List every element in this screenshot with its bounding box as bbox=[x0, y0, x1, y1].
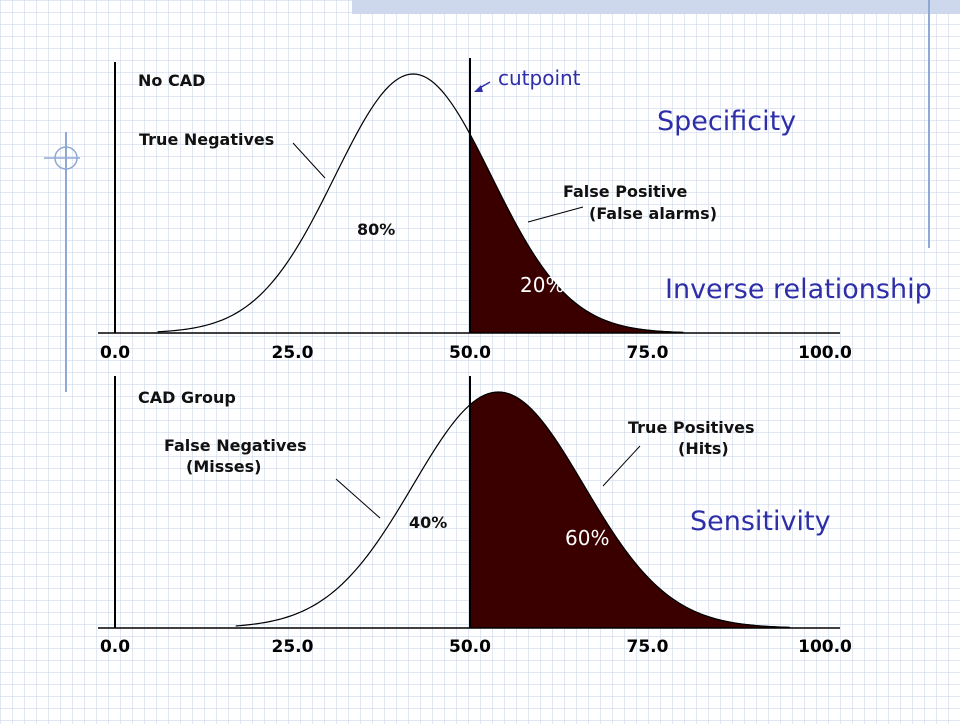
x-tick-label: 100.0 bbox=[798, 637, 852, 657]
panel-title-1: No CAD bbox=[138, 71, 205, 90]
percent-label: 80% bbox=[357, 220, 395, 239]
region-sublabel: (Hits) bbox=[678, 439, 729, 458]
x-tick-label: 25.0 bbox=[272, 343, 314, 363]
x-tick-label: 50.0 bbox=[449, 343, 491, 363]
distribution-curve-1 bbox=[157, 73, 684, 333]
distribution-curve-2 bbox=[235, 391, 790, 628]
inverse-relationship-label: Inverse relationship bbox=[665, 274, 932, 305]
sensitivity-label: Sensitivity bbox=[690, 506, 831, 537]
region-label: False Positive bbox=[563, 182, 688, 201]
x-tick-label: 75.0 bbox=[627, 637, 669, 657]
percent-label: 20% bbox=[520, 273, 564, 297]
region-sublabel: (False alarms) bbox=[589, 204, 717, 223]
x-tick-label: 50.0 bbox=[449, 637, 491, 657]
x-tick-label: 25.0 bbox=[272, 637, 314, 657]
crosshair-circle bbox=[54, 146, 78, 170]
top-banner bbox=[352, 0, 960, 14]
percent-label: 60% bbox=[565, 526, 609, 550]
specificity-label: Specificity bbox=[657, 106, 797, 137]
region-label: True Positives bbox=[628, 418, 755, 437]
pointer-line bbox=[335, 478, 381, 519]
panel-title-2: CAD Group bbox=[138, 388, 236, 407]
cutpoint-label: cutpoint bbox=[498, 66, 581, 90]
x-tick-label: 0.0 bbox=[100, 343, 130, 363]
pointer-line bbox=[527, 206, 584, 223]
cutpoint-arrow-icon bbox=[474, 85, 483, 92]
x-tick-label: 100.0 bbox=[798, 343, 852, 363]
region-label: False Negatives bbox=[164, 436, 307, 455]
x-tick-label: 75.0 bbox=[627, 343, 669, 363]
pointer-line bbox=[292, 142, 326, 179]
region-sublabel: (Misses) bbox=[186, 457, 261, 476]
percent-label: 40% bbox=[409, 513, 447, 532]
x-tick-label: 0.0 bbox=[100, 637, 130, 657]
region-label: True Negatives bbox=[139, 130, 274, 149]
pointer-line bbox=[602, 445, 641, 487]
